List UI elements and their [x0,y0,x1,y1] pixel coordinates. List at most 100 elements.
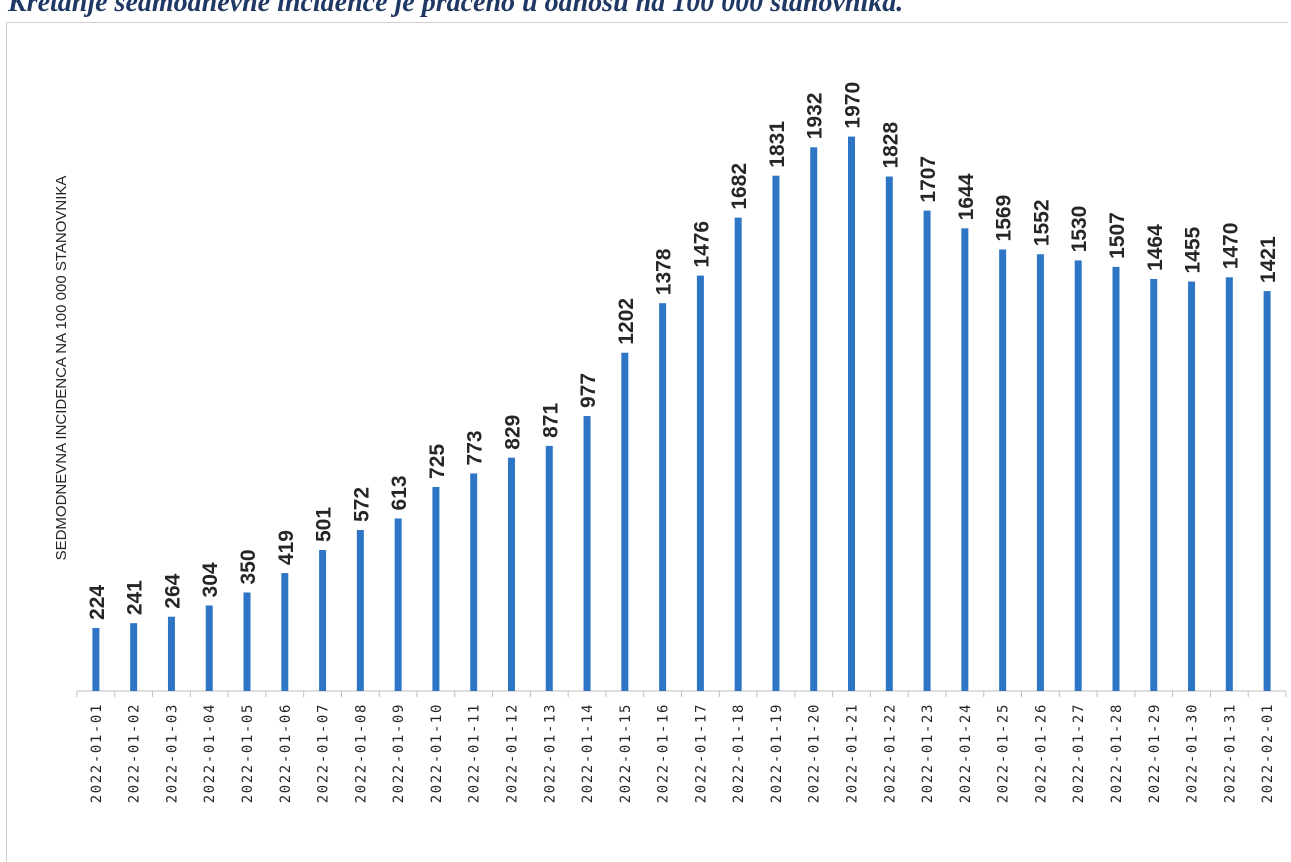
bar-2022-01-29 [1150,278,1158,691]
x-tick-label-2022-01-16: 2022-01-16 [656,703,672,803]
x-tick-label-2022-01-19: 2022-01-19 [769,703,785,803]
bar-2022-01-07 [319,550,327,691]
x-tick-label-2022-01-23: 2022-01-23 [920,703,936,803]
data-label-2022-01-23: 1707 [917,156,940,203]
x-tick-label-2022-01-12: 2022-01-12 [504,703,520,803]
bar-2022-01-19 [772,175,780,691]
bars-group [92,136,1271,692]
page-heading: Kretanje sedmodnevne incidence je praćen… [8,0,904,18]
bar-2022-02-01 [1263,291,1271,691]
x-tick-label-2022-01-20: 2022-01-20 [807,703,823,803]
x-tick-labels-group: 2022-01-01 2022-01-02 2022-01-03 2022-01-04… [89,703,1276,803]
x-tick-label-2022-01-10: 2022-01-10 [429,703,445,803]
bar-2022-01-24 [961,228,969,691]
x-tick-label-2022-01-31: 2022-01-31 [1222,703,1238,803]
bar-2022-01-05 [243,592,251,691]
bar-2022-01-17 [696,275,704,691]
data-label-2022-01-07: 501 [313,507,336,542]
bar-2022-01-02 [130,623,138,691]
data-label-2022-01-18: 1682 [728,163,751,210]
data-label-2022-01-24: 1644 [955,173,978,220]
bar-2022-01-25 [999,249,1007,691]
x-tick-label-2022-01-04: 2022-01-04 [202,703,218,803]
data-label-2022-01-25: 1569 [993,195,1016,242]
data-label-2022-01-11: 773 [464,430,487,465]
x-tick-label-2022-01-29: 2022-01-29 [1147,703,1163,803]
x-tick-label-2022-01-07: 2022-01-07 [316,703,332,803]
x-tick-label-2022-01-11: 2022-01-11 [467,703,483,803]
y-axis-label: SEDMODNEVNA INCIDENCA NA 100 000 STANOVN… [53,176,70,561]
x-tick-label-2022-01-17: 2022-01-17 [693,703,709,803]
x-axis-ticks [76,691,1287,697]
bar-2022-01-16 [659,303,667,691]
bar-2022-01-11 [470,473,478,691]
data-label-2022-01-20: 1932 [804,93,827,140]
bar-2022-01-15 [621,352,629,691]
data-label-2022-02-01: 1421 [1257,236,1280,283]
x-tick-label-2022-01-22: 2022-01-22 [882,703,898,803]
bar-2022-01-30 [1188,281,1196,691]
x-tick-label-2022-01-21: 2022-01-21 [845,703,861,803]
data-label-2022-01-12: 829 [501,415,524,450]
bar-2022-01-04 [205,605,213,691]
bar-2022-01-28 [1112,266,1120,691]
bar-2022-01-10 [432,486,440,691]
x-tick-label-2022-01-28: 2022-01-28 [1109,703,1125,803]
data-label-2022-01-05: 350 [237,549,260,584]
x-tick-label-2022-01-08: 2022-01-08 [353,703,369,803]
bar-2022-01-01 [92,627,100,691]
x-tick-label-2022-01-13: 2022-01-13 [542,703,558,803]
x-tick-label-2022-01-26: 2022-01-26 [1033,703,1049,803]
data-label-2022-01-28: 1507 [1106,212,1129,259]
bar-2022-01-09 [394,518,402,691]
bar-2022-01-14 [583,416,591,691]
x-tick-label-2022-01-30: 2022-01-30 [1185,703,1201,803]
x-tick-label-2022-01-09: 2022-01-09 [391,703,407,803]
data-label-2022-01-27: 1530 [1068,206,1091,253]
bar-2022-01-06 [281,573,289,691]
data-label-2022-01-16: 1378 [653,248,676,295]
bar-2022-01-23 [923,210,931,691]
data-label-2022-01-13: 871 [539,403,562,438]
data-label-2022-01-02: 241 [124,580,147,615]
x-tick-label-2022-01-03: 2022-01-03 [164,703,180,803]
data-label-2022-01-10: 725 [426,444,449,479]
x-tick-label-2022-01-18: 2022-01-18 [731,703,747,803]
data-label-2022-01-17: 1476 [690,221,713,268]
data-label-2022-01-21: 1970 [842,82,865,129]
bar-2022-01-03 [167,616,175,691]
chart-frame [6,22,1288,862]
x-tick-label-2022-01-24: 2022-01-24 [958,703,974,803]
x-tick-label-2022-01-01: 2022-01-01 [89,703,105,803]
bar-2022-01-08 [356,530,364,691]
x-tick-label-2022-01-05: 2022-01-05 [240,703,256,803]
bar-2022-01-27 [1074,260,1082,691]
bar-2022-01-13 [545,445,553,691]
bar-2022-01-26 [1036,254,1044,692]
data-label-2022-01-19: 1831 [766,121,789,168]
bar-2022-01-18 [734,217,742,691]
x-tick-label-2022-01-15: 2022-01-15 [618,703,634,803]
data-label-2022-01-08: 572 [350,487,373,522]
bar-2022-01-31 [1225,277,1233,691]
x-tick-label-2022-01-06: 2022-01-06 [278,703,294,803]
data-label-2022-01-06: 419 [275,530,298,565]
data-labels-group: 224 241 264 304 350 419 501 572 613 725 773 829 871 9… [86,82,1280,620]
data-label-2022-01-30: 1455 [1182,226,1205,273]
bar-2022-01-12 [507,457,515,691]
data-label-2022-01-04: 304 [199,562,222,597]
data-label-2022-01-01: 224 [86,585,109,620]
data-label-2022-01-26: 1552 [1030,200,1053,247]
data-label-2022-01-29: 1464 [1144,224,1167,271]
x-tick-label-2022-01-27: 2022-01-27 [1071,703,1087,803]
x-tick-label-2022-01-02: 2022-01-02 [127,703,143,803]
data-label-2022-01-09: 613 [388,475,411,510]
bar-2022-01-20 [810,147,818,691]
x-tick-label-2022-02-01: 2022-02-01 [1260,703,1276,803]
data-label-2022-01-31: 1470 [1219,223,1242,270]
data-label-2022-01-03: 264 [161,573,184,608]
x-tick-label-2022-01-14: 2022-01-14 [580,703,596,803]
bar-2022-01-21 [848,136,856,692]
x-tick-label-2022-01-25: 2022-01-25 [996,703,1012,803]
